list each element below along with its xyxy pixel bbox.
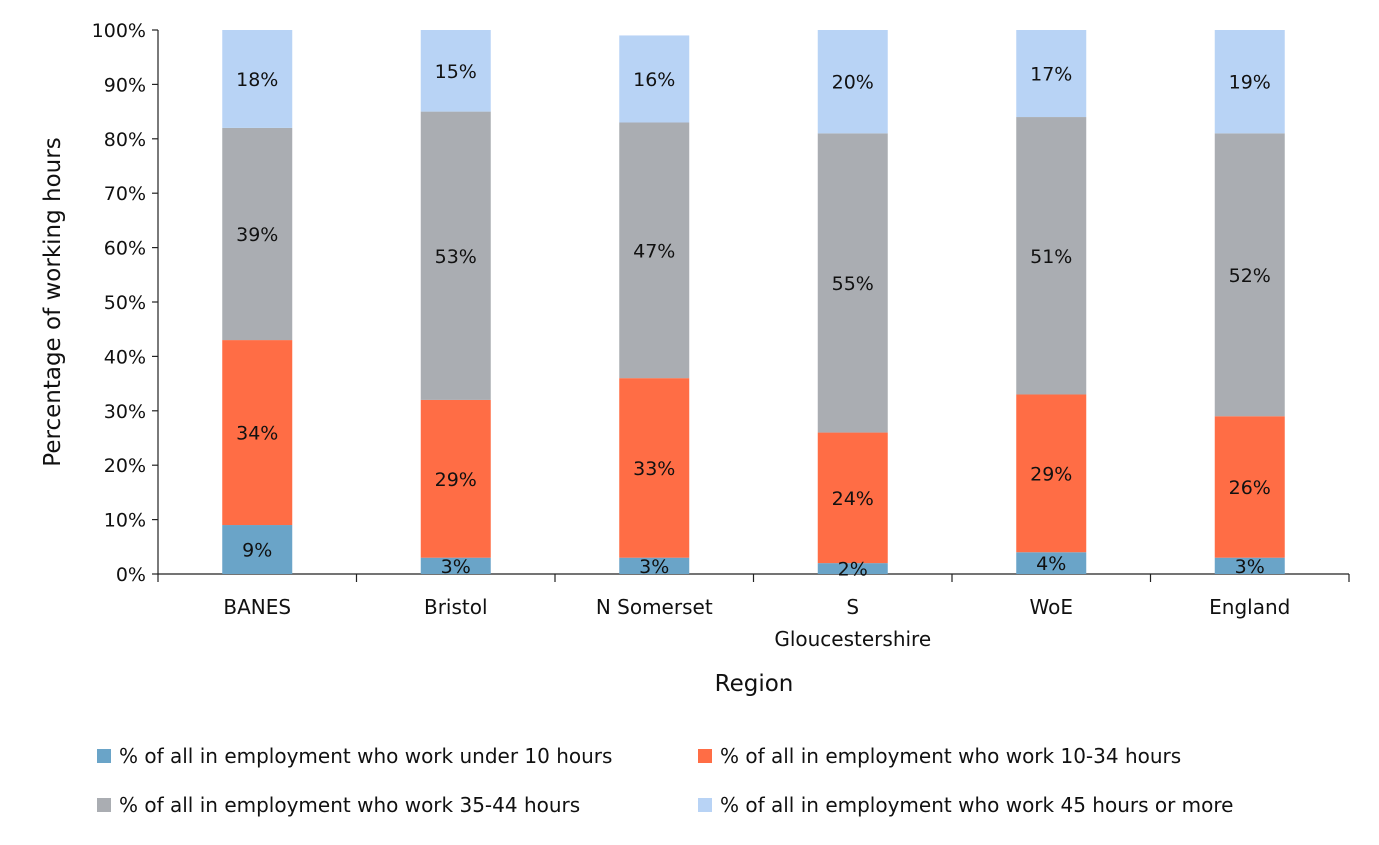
- y-tick-label: 80%: [104, 129, 146, 151]
- bar-segment: [619, 378, 690, 558]
- data-label: 29%: [435, 469, 477, 491]
- bar-segment: [222, 30, 293, 128]
- data-label: 18%: [236, 69, 278, 91]
- x-category-line: Bristol: [424, 595, 488, 619]
- x-category-line: WoE: [1030, 595, 1073, 619]
- legend-swatch: [698, 749, 712, 763]
- y-tick-label: 20%: [104, 455, 146, 477]
- y-tick-label: 90%: [104, 74, 146, 96]
- x-category-label: BANES: [223, 595, 291, 619]
- data-label: 20%: [832, 72, 874, 94]
- y-tick-label: 70%: [104, 183, 146, 205]
- data-label: 34%: [236, 423, 278, 445]
- data-label: 52%: [1229, 265, 1271, 287]
- x-category-label: WoE: [1030, 595, 1073, 619]
- legend-swatch: [698, 798, 712, 812]
- data-label: 3%: [1235, 556, 1265, 578]
- bar-segment: [817, 133, 888, 433]
- bar-segment: [222, 340, 293, 526]
- x-category-label: England: [1209, 595, 1290, 619]
- legend-label: % of all in employment who work 45 hours…: [720, 793, 1234, 817]
- bar-segment: [420, 111, 491, 400]
- data-label: 17%: [1030, 64, 1072, 86]
- x-category-line: S: [846, 595, 859, 619]
- data-label: 26%: [1229, 477, 1271, 499]
- x-axis-title: Region: [715, 671, 794, 697]
- legend-swatch: [97, 798, 111, 812]
- data-label: 39%: [236, 224, 278, 246]
- bar-segment: [1214, 557, 1285, 574]
- data-label: 3%: [441, 556, 471, 578]
- data-label: 51%: [1030, 246, 1072, 268]
- bar-segment: [1016, 30, 1087, 118]
- bar-segment: [1214, 133, 1285, 417]
- bar-segment: [1214, 416, 1285, 558]
- data-label: 2%: [838, 559, 868, 581]
- y-tick-label: 50%: [104, 292, 146, 314]
- legend-label: % of all in employment who work 10-34 ho…: [720, 744, 1181, 768]
- bar-segment: [222, 127, 293, 341]
- data-label: 33%: [633, 458, 675, 480]
- y-axis: 0% 10% 20% 30% 40% 50% 60% 70% 80% 90% 100%: [92, 20, 159, 586]
- data-label: 24%: [832, 488, 874, 510]
- y-axis-title: Percentage of working hours: [40, 137, 66, 466]
- data-label: 55%: [832, 273, 874, 295]
- bar-segment: [817, 563, 888, 574]
- data-label: 29%: [1030, 463, 1072, 485]
- bar-segment: [420, 30, 491, 112]
- x-category-label: S Gloucestershire: [774, 595, 931, 651]
- x-category-line: N Somerset: [596, 595, 713, 619]
- data-label: 3%: [639, 556, 669, 578]
- data-label: 47%: [633, 240, 675, 262]
- x-axis: BANES Bristol N Somerset S Gloucestershire Wo…: [157, 573, 1350, 651]
- data-label: 4%: [1036, 553, 1066, 575]
- data-labels: 9% 34% 39% 18% 3% 29% 53% 15% 3% 33% 47% 16% 2% 24% 55…: [236, 61, 1271, 581]
- x-category-line: England: [1209, 595, 1290, 619]
- bar-segment: [1016, 552, 1087, 574]
- y-tick-label: 10%: [104, 510, 146, 532]
- legend-swatch: [97, 749, 111, 763]
- x-category-label: N Somerset: [596, 595, 713, 619]
- bars: [222, 30, 1285, 574]
- x-category-line: BANES: [223, 595, 291, 619]
- y-tick-label: 60%: [104, 238, 146, 260]
- legend-label: % of all in employment who work 35-44 ho…: [119, 793, 580, 817]
- bar-segment: [619, 557, 690, 574]
- y-tick-label: 100%: [92, 20, 146, 42]
- bar-segment: [619, 122, 690, 379]
- legend: % of all in employment who work under 10…: [97, 744, 1234, 817]
- x-category-line: Gloucestershire: [774, 627, 931, 651]
- bar-segment: [619, 35, 690, 123]
- y-tick-label: 40%: [104, 346, 146, 368]
- bar-segment: [817, 432, 888, 564]
- data-label: 19%: [1229, 72, 1271, 94]
- bar-segment: [420, 557, 491, 574]
- data-label: 53%: [435, 246, 477, 268]
- bar-segment: [420, 399, 491, 558]
- bar-segment: [817, 30, 888, 134]
- bar-segment: [222, 525, 293, 574]
- y-tick-label: 30%: [104, 401, 146, 423]
- x-category-label: Bristol: [424, 595, 488, 619]
- data-label: 16%: [633, 69, 675, 91]
- bar-segment: [1016, 117, 1087, 395]
- y-tick-label: 0%: [116, 564, 146, 586]
- data-label: 9%: [242, 540, 272, 562]
- data-label: 15%: [435, 61, 477, 83]
- bar-segment: [1214, 30, 1285, 134]
- legend-label: % of all in employment who work under 10…: [119, 744, 612, 768]
- bar-segment: [1016, 394, 1087, 553]
